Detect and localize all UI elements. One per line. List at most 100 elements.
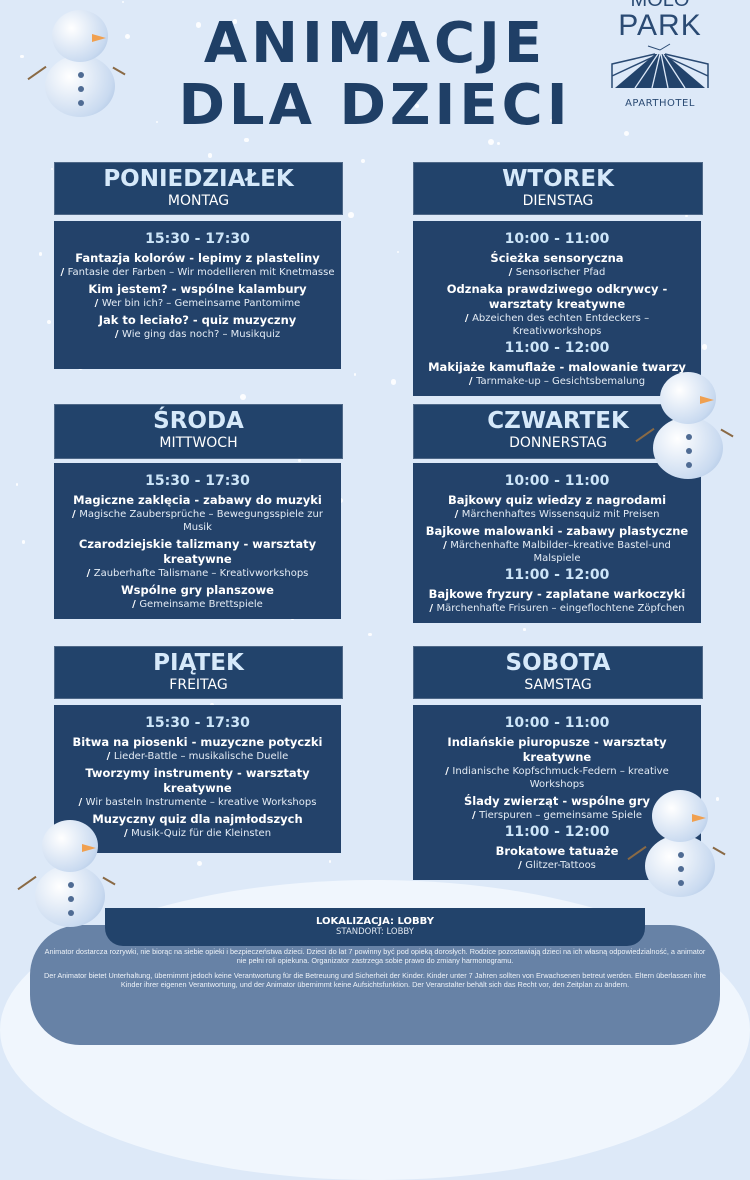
activity-title-de: / Wir basteln Instrumente – kreative Wor… [60, 796, 335, 809]
button-icon [78, 100, 84, 106]
snowflake [348, 212, 354, 218]
pier-icon [611, 43, 709, 89]
snowflake [210, 703, 215, 707]
activity-de-text: Musik-Quiz für die Kleinsten [131, 828, 272, 839]
activity-title-de: / Gemeinsame Brettspiele [60, 598, 335, 611]
activity-title-pl: Bajkowe fryzury - zaplatane warkoczyki [428, 587, 686, 601]
activity-title-pl: Bajkowe malowanki - zabawy plastyczne [425, 524, 689, 538]
day-name-de: SAMSTAG [524, 677, 592, 693]
activity-title-pl: Czarodziejskie talizmany - warsztaty kre… [78, 537, 317, 566]
button-icon [686, 448, 692, 454]
slash-separator: / [123, 828, 132, 839]
snowflake [21, 540, 26, 544]
activity-title-pl: Jak to leciało? - quiz muzyczny [98, 313, 297, 327]
button-icon [678, 866, 684, 872]
button-icon [68, 896, 74, 902]
disclaimer-pl: Animator dostarcza rozrywki, nie biorąc … [44, 947, 706, 965]
snowman-head [660, 372, 716, 424]
activity-de-text: Tierspuren – gemeinsame Spiele [479, 810, 643, 821]
day-schedule-montag: 15:30 - 17:30 Fantazja kolorów - lepimy z… [54, 221, 341, 369]
slash-separator: / [464, 313, 473, 324]
activity-de-text: Wer bin ich? – Gemeinsame Pantomime [101, 298, 301, 309]
snowflake [623, 131, 630, 137]
slash-separator: / [471, 810, 480, 821]
activity-de-text: Tarnmake-up – Gesichtsbemalung [476, 376, 646, 387]
activity-title-pl: Brokatowe tatuaże [495, 844, 619, 858]
time-slot: 15:30 - 17:30 [145, 715, 250, 731]
carrot-nose-icon [700, 396, 714, 404]
activity-title-pl: Wspólne gry planszowe [121, 583, 274, 597]
button-icon [78, 72, 84, 78]
activity-de-text: Indianische Kopfschmuck-Federn – kreativ… [452, 766, 669, 790]
day-name-pl: WTOREK [502, 166, 614, 192]
time-slot: 11:00 - 12:00 [504, 340, 610, 356]
snowflake [297, 458, 301, 462]
activity-title-pl: Ślady zwierząt - wspólne gry [463, 794, 651, 808]
arm-icon [720, 428, 734, 438]
snowman-head [652, 790, 708, 842]
time-slot: 11:00 - 12:00 [504, 824, 610, 840]
activity-de-text: Glitzer-Tattoos [525, 860, 596, 871]
snowflake [155, 120, 159, 123]
slash-separator: / [114, 329, 123, 340]
snowflake [390, 379, 397, 385]
button-icon [686, 434, 692, 440]
activity-title-de: / Musik-Quiz für die Kleinsten [60, 827, 335, 840]
snowflake [244, 138, 249, 143]
snowflake [549, 118, 553, 122]
logo-top: MOLO [630, 0, 690, 11]
day-name-pl: SOBOTA [505, 650, 611, 676]
activity-de-text: Wir basteln Instrumente – kreative Works… [85, 797, 317, 808]
activity-title-pl: Fantazja kolorów - lepimy z plasteliny [75, 251, 320, 265]
day-header-samstag: SOBOTA SAMSTAG [413, 646, 703, 699]
snowflake [50, 167, 53, 171]
snowflake [368, 632, 372, 637]
activity-title-de: / Wie ging das noch? – Musikquiz [60, 328, 335, 341]
slash-separator: / [72, 509, 80, 520]
logo-subtitle: APARTHOTEL [625, 98, 695, 109]
logo-name: PARK [618, 9, 702, 42]
button-icon [678, 852, 684, 858]
day-header-freitag: PIĄTEK FREITAG [54, 646, 343, 699]
carrot-nose-icon [82, 844, 96, 852]
snowflake [328, 860, 332, 863]
activity-title-de: / Wer bin ich? – Gemeinsame Pantomime [60, 297, 335, 310]
day-name-pl: PIĄTEK [153, 650, 244, 676]
activity-title-de: / Märchenhafte Frisuren – eingeflochtene… [419, 602, 695, 615]
day-name-de: FREITAG [169, 677, 228, 693]
activity-de-text: Lieder-Battle – musikalische Duelle [113, 751, 289, 762]
snowflake [380, 31, 387, 38]
arm-icon [102, 876, 116, 886]
activity-title-de: / Märchenhafte Malbilder–kreative Bastel… [419, 539, 695, 565]
location-pl: LOKALIZACJA: LOBBY [315, 916, 434, 927]
disclaimer: Animator dostarcza rozrywki, nie biorąc … [40, 947, 710, 989]
activity-title-pl: Ścieżka sensoryczna [490, 251, 624, 265]
activity-de-text: Wie ging das noch? – Musikquiz [122, 329, 281, 340]
activity-title-pl: Kim jestem? - wspólne kalambury [88, 282, 307, 296]
snowflake [47, 320, 52, 325]
day-name-pl: PONIEDZIAŁEK [103, 166, 294, 192]
activity-title-de: / Zauberhafte Talismane – Kreativworksho… [60, 567, 335, 580]
activity-title-de: / Lieder-Battle – musikalische Duelle [60, 750, 335, 763]
day-schedule-mittwoch: 15:30 - 17:30 Magiczne zaklęcia - zabawy … [54, 463, 341, 619]
snowman-head [52, 10, 108, 62]
day-name-de: DIENSTAG [522, 193, 594, 209]
slash-separator: / [132, 599, 140, 610]
button-icon [68, 910, 74, 916]
activity-de-text: Fantasie der Farben – Wir modellieren mi… [67, 267, 335, 278]
disclaimer-de: Der Animator bietet Unterhaltung, überni… [44, 971, 706, 989]
time-slot: 11:00 - 12:00 [504, 567, 610, 583]
snowflake [487, 138, 494, 145]
time-slot: 10:00 - 11:00 [504, 473, 610, 489]
location-banner: LOKALIZACJA: LOBBY STANDORT: LOBBY [105, 908, 645, 946]
activity-title-de: / Magische Zaubersprüche – Bewegungsspie… [60, 508, 335, 534]
day-name-de: MONTAG [167, 193, 230, 209]
activity-title-pl: Indiańskie piuropusze - warsztaty kreaty… [447, 735, 667, 764]
day-name-pl: ŚRODA [153, 408, 244, 434]
snowflake [124, 33, 131, 39]
activity-de-text: Magische Zaubersprüche – Bewegungsspiele… [79, 509, 323, 533]
activity-title-pl: Muzyczny quiz dla najmłodszych [92, 812, 303, 826]
activity-title-de: / Märchenhaftes Wissensquiz mit Preisen [419, 508, 695, 521]
activity-title-de: / Indianische Kopfschmuck-Federn – kreat… [419, 765, 695, 791]
activity-title-pl: Makijaże kamuflaże - malowanie twarzy [428, 360, 686, 374]
